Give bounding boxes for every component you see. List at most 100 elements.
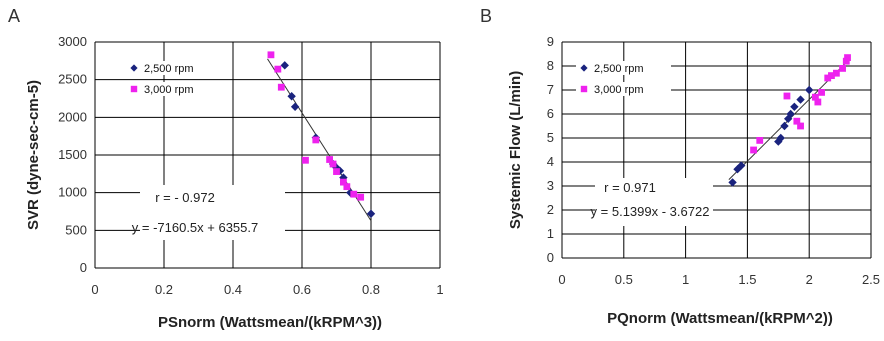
y-tick-label: 0 [547, 250, 554, 265]
regression-equation: y = -7160.5x + 6355.7 [132, 220, 258, 235]
x-tick-label: 2.5 [862, 272, 880, 287]
data-point-2500rpm [774, 137, 783, 146]
legend-label: 3,000 rpm [144, 84, 194, 96]
data-point-3000rpm [350, 190, 358, 198]
x-tick-label: 0.2 [155, 282, 173, 297]
data-point-3000rpm [828, 72, 835, 79]
ticks-b: 0 1 2 3 4 5 6 7 8 9 0 0.5 1 1.5 2 2.5 [547, 34, 880, 287]
data-point-2500rpm [790, 102, 799, 111]
data-point-3000rpm [340, 178, 347, 186]
panel-letter-a: A [8, 6, 20, 26]
data-point-2500rpm [290, 102, 300, 111]
annotation-background [595, 178, 713, 226]
x-tick-label: 0.6 [293, 282, 311, 297]
correlation-label: r = 0.971 [604, 180, 656, 195]
data-point-3000rpm [267, 51, 275, 59]
data-point-2500rpm [805, 85, 814, 95]
x-tick-label: 1.5 [738, 272, 756, 287]
regression-equation: y = 5.1399x - 3.6722 [591, 204, 710, 219]
data-point-3000rpm [750, 146, 757, 154]
legend-background [126, 61, 221, 75]
data-point-2500rpm [796, 95, 805, 104]
x-axis-label-b: PQnorm (Wattsmean/(kRPM^2)) [607, 310, 833, 327]
annotations-b: r = 0.971 y = 5.1399x - 3.6722 [591, 178, 713, 226]
y-tick-label: 9 [547, 34, 554, 49]
legend-b: 2,500 rpm 3,000 rpm [576, 61, 671, 96]
data-point-2500rpm [780, 121, 789, 131]
y-axis-label-a: SVR (dyne-sec-cm-5) [25, 80, 42, 230]
y-tick-label: 1500 [58, 147, 87, 162]
data-point-3000rpm [811, 93, 819, 101]
y-tick-label: 3000 [58, 34, 87, 49]
data-point-3000rpm [842, 57, 850, 65]
data-point-2500rpm [280, 61, 289, 70]
data-point-3000rpm [277, 83, 285, 91]
data-point-3000rpm [844, 54, 851, 61]
y-tick-label: 3 [547, 178, 554, 193]
y-tick-label: 2000 [58, 109, 87, 124]
data-point-3000rpm [818, 89, 825, 96]
data-point-2500rpm [332, 163, 341, 173]
y-tick-label: 2500 [58, 72, 87, 87]
legend-a: 2,500 rpm 3,000 rpm [126, 61, 221, 96]
legend-marker-diamond [130, 64, 138, 72]
data-point-2500rpm [287, 92, 296, 101]
data-point-3000rpm [357, 193, 365, 201]
legend-marker-square [130, 85, 138, 93]
data-point-3000rpm [312, 136, 320, 144]
legend-background [576, 82, 671, 96]
x-axis-label-a: PSnorm (Wattsmean/(kRPM^3)) [158, 314, 382, 331]
data-point-3000rpm [814, 98, 822, 106]
data-point-3000rpm [839, 65, 846, 72]
annotation-background [140, 185, 285, 240]
legend-marker-diamond [580, 64, 588, 72]
x-tick-label: 0.4 [224, 282, 242, 297]
data-point-3000rpm [824, 74, 832, 82]
data-point-2500rpm [728, 178, 737, 187]
x-tick-label: 0.8 [362, 282, 380, 297]
legend-label: 3,000 rpm [594, 84, 644, 96]
correlation-label: r = - 0.972 [155, 190, 215, 205]
legend-marker-square [580, 85, 588, 93]
y-tick-label: 1 [547, 226, 554, 241]
legend-background [576, 61, 671, 75]
data-point-3000rpm [797, 122, 804, 130]
x-tick-label: 0.5 [615, 272, 633, 287]
data-point-2500rpm [366, 209, 376, 218]
data-point-3000rpm [832, 69, 840, 77]
data-point-3000rpm [302, 156, 309, 164]
y-tick-label: 2 [547, 202, 554, 217]
ticks-a: 0 500 1000 1500 2000 2500 3000 0 0.2 0.4 0.6 0.8 1 [58, 34, 444, 297]
y-tick-label: 6 [547, 106, 554, 121]
y-tick-label: 4 [547, 154, 554, 169]
chart-panel-a: A 0 500 1000 1500 2000 2500 3000 0 0.2 0.4 0.6 0.8 1… [8, 6, 444, 331]
data-point-3000rpm [333, 168, 340, 175]
y-axis-label-b: Systemic Flow (L/min) [507, 71, 524, 229]
data-point-3000rpm [756, 137, 764, 144]
annotations-a: r = - 0.972 y = -7160.5x + 6355.7 [132, 185, 285, 240]
x-tick-label: 1 [682, 272, 689, 287]
data-point-2500rpm [737, 161, 746, 170]
x-tick-label: 0 [558, 272, 565, 287]
y-tick-label: 5 [547, 130, 554, 145]
chart-panel-b: B 0 1 2 3 4 5 6 7 8 9 0 0.5 1 1.5 2 2.5 2,500 rpm 3,000 … [480, 6, 880, 327]
data-point-3000rpm [343, 183, 351, 191]
data-point-3000rpm [783, 92, 791, 100]
x-tick-label: 2 [806, 272, 813, 287]
data-point-3000rpm [326, 156, 333, 163]
x-tick-label: 0 [91, 282, 98, 297]
legend-label: 2,500 rpm [594, 63, 644, 75]
y-tick-label: 8 [547, 58, 554, 73]
data-point-3000rpm [329, 160, 337, 168]
data-point-2500rpm [776, 133, 785, 143]
y-tick-label: 500 [65, 222, 87, 237]
points-b [728, 54, 851, 187]
data-point-2500rpm [786, 109, 795, 119]
legend-label: 2,500 rpm [144, 63, 194, 75]
x-tick-label: 1 [436, 282, 443, 297]
y-tick-label: 0 [80, 260, 87, 275]
grid-b [561, 41, 872, 259]
grid-a [94, 41, 441, 269]
legend-background [126, 82, 221, 96]
